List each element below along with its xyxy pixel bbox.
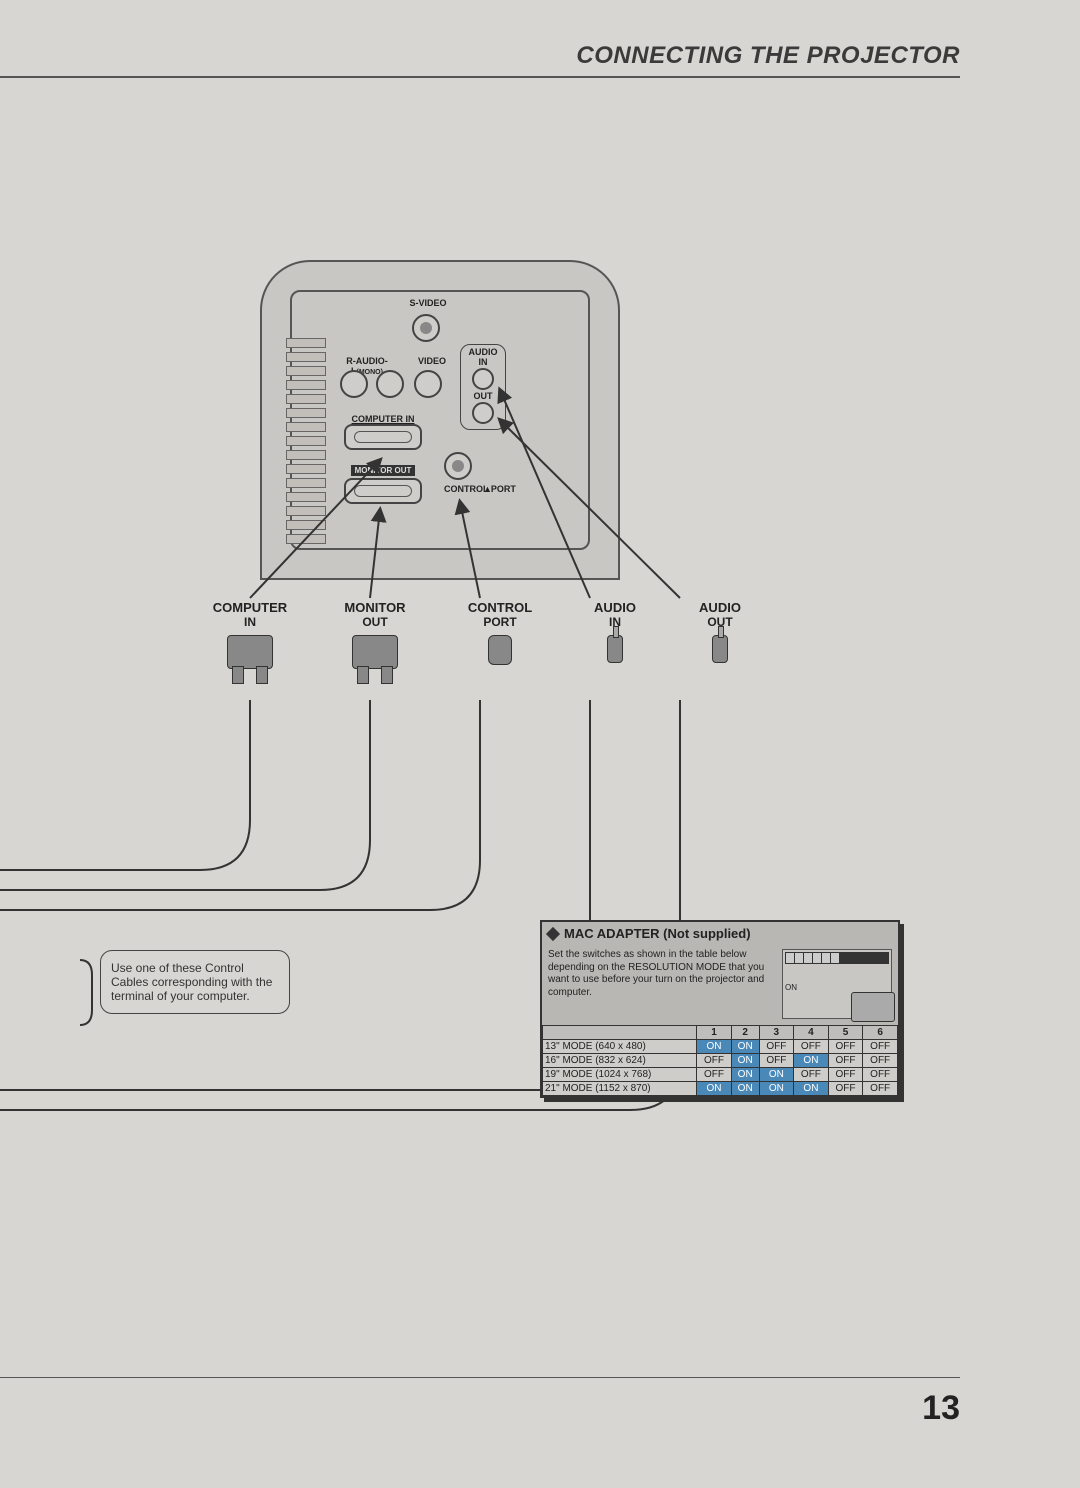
port-audio-l <box>376 370 404 398</box>
mac-adapter-title: MAC ADAPTER (Not supplied) <box>564 926 751 941</box>
mac-switch-cell: ON <box>794 1054 829 1068</box>
conn-audio-in: AUDIO IN <box>575 600 655 669</box>
mac-switch-cell: ON <box>794 1082 829 1096</box>
diamond-icon <box>546 926 560 940</box>
projector-panel: S-VIDEO R-AUDIO-L(MONO) VIDEO AUDIO IN O… <box>280 280 620 580</box>
mac-switch-cell: ON <box>731 1054 759 1068</box>
mac-table-row: 13" MODE (640 x 480)ONONOFFOFFOFFOFF <box>543 1040 898 1054</box>
page-number: 13 <box>922 1389 960 1428</box>
mac-adapter-box: MAC ADAPTER (Not supplied) Set the switc… <box>540 920 900 1098</box>
port-computer-in <box>344 424 422 450</box>
mac-table-row: 21" MODE (1152 x 870)ONONONONOFFOFF <box>543 1082 898 1096</box>
mac-table-col: 3 <box>759 1026 794 1040</box>
mac-switch-cell: ON <box>759 1068 794 1082</box>
mac-switch-cell: OFF <box>863 1068 898 1082</box>
mac-switch-cell: OFF <box>863 1054 898 1068</box>
label-svideo: S-VIDEO <box>398 298 458 308</box>
port-audio-r <box>340 370 368 398</box>
audio-block: AUDIO IN OUT <box>460 344 506 430</box>
mac-mode-cell: 13" MODE (640 x 480) <box>543 1040 697 1054</box>
port-video <box>414 370 442 398</box>
mac-switch-cell: OFF <box>759 1054 794 1068</box>
mac-switch-cell: OFF <box>863 1040 898 1054</box>
mac-table-col: 2 <box>731 1026 759 1040</box>
conn-audio-out: AUDIO OUT <box>680 600 760 669</box>
mac-switch-cell: OFF <box>828 1068 863 1082</box>
mac-switch-cell: OFF <box>759 1040 794 1054</box>
title-rule <box>0 76 960 78</box>
mac-switch-cell: ON <box>731 1082 759 1096</box>
mac-mode-cell: 19" MODE (1024 x 768) <box>543 1068 697 1082</box>
wiring-diagram <box>0 0 1080 1488</box>
label-monitor-out: MONITOR OUT <box>351 465 416 476</box>
mac-table-col: 4 <box>794 1026 829 1040</box>
mac-switch-cell: OFF <box>794 1040 829 1054</box>
mac-switch-cell: OFF <box>697 1068 732 1082</box>
label-video: VIDEO <box>412 356 452 366</box>
mac-table-col: 1 <box>697 1026 732 1040</box>
mac-table-col: 6 <box>863 1026 898 1040</box>
mac-adapter-table: 123456 13" MODE (640 x 480)ONONOFFOFFOFF… <box>542 1025 898 1096</box>
mac-switch-cell: OFF <box>697 1054 732 1068</box>
mac-table-row: 16" MODE (832 x 624)OFFONOFFONOFFOFF <box>543 1054 898 1068</box>
port-audio-out <box>472 402 494 424</box>
port-monitor-out <box>344 478 422 504</box>
connectors-row: COMPUTER IN MONITOR OUT CONTROL PORT AUD… <box>200 600 760 669</box>
port-control <box>444 452 472 480</box>
mac-switch-cell: ON <box>697 1082 732 1096</box>
mac-switch-cell: ON <box>759 1082 794 1096</box>
mac-mode-cell: 16" MODE (832 x 624) <box>543 1054 697 1068</box>
mac-switch-cell: OFF <box>828 1054 863 1068</box>
mac-switch-cell: OFF <box>863 1082 898 1096</box>
label-control-port: CONTRO▲L PORT <box>444 484 516 494</box>
mac-switch-cell: OFF <box>828 1040 863 1054</box>
conn-control-port: CONTROL PORT <box>450 600 550 669</box>
port-svideo <box>412 314 440 342</box>
vent-grille <box>286 338 326 548</box>
mac-switch-cell: ON <box>697 1040 732 1054</box>
mac-table-row: 19" MODE (1024 x 768)OFFONONOFFOFFOFF <box>543 1068 898 1082</box>
label-computer-in: COMPUTER IN <box>344 414 422 424</box>
conn-computer-in: COMPUTER IN <box>200 600 300 669</box>
mac-switch-cell: ON <box>731 1040 759 1054</box>
control-cables-note: Use one of these Control Cables correspo… <box>100 950 290 1014</box>
label-audio: AUDIO <box>461 347 505 357</box>
mac-mode-cell: 21" MODE (1152 x 870) <box>543 1082 697 1096</box>
mac-switch-cell: OFF <box>794 1068 829 1082</box>
mac-switch-cell: ON <box>731 1068 759 1082</box>
conn-monitor-out: MONITOR OUT <box>325 600 425 669</box>
mac-adapter-art: ON OFF <box>782 949 892 1019</box>
label-audio-out: OUT <box>461 391 505 401</box>
mac-table-col: 5 <box>828 1026 863 1040</box>
mac-adapter-desc: Set the switches as shown in the table b… <box>548 949 776 1019</box>
mac-switch-cell: OFF <box>828 1082 863 1096</box>
page-title: CONNECTING THE PROJECTOR <box>576 42 960 70</box>
bottom-rule <box>0 1377 960 1378</box>
port-audio-in <box>472 368 494 390</box>
label-audio-in: IN <box>461 357 505 367</box>
